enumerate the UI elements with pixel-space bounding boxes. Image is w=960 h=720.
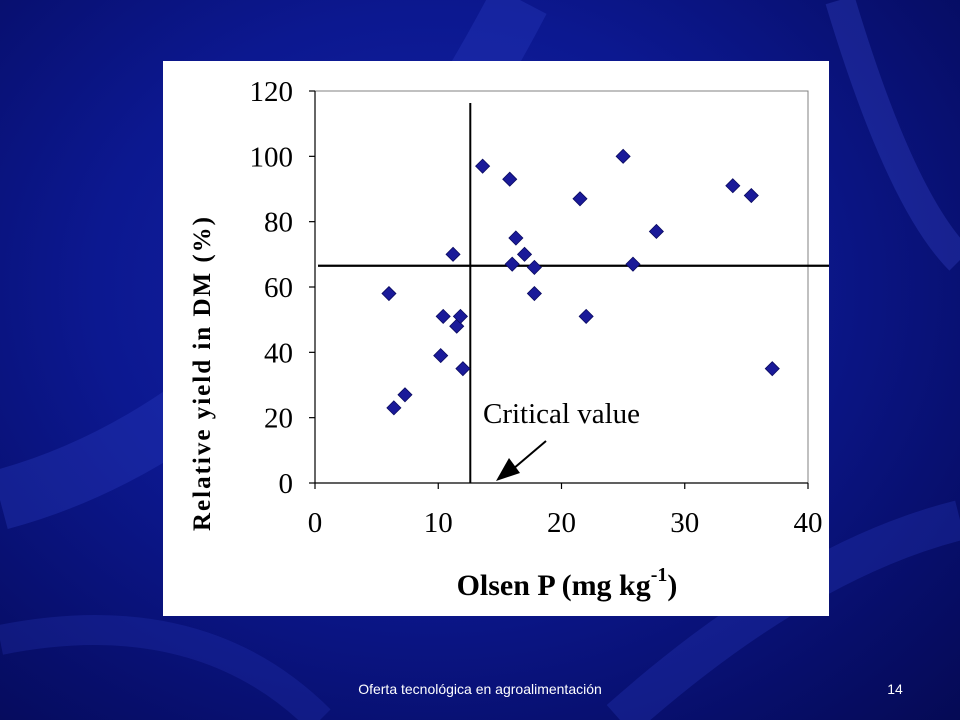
- y-axis-label: Relative yield in DM (%): [189, 215, 216, 531]
- y-tick-label: 80: [264, 207, 293, 239]
- annotation-arrow-line: [512, 440, 547, 470]
- x-tick-label: 20: [547, 507, 576, 539]
- data-point: [615, 148, 631, 164]
- data-point: [386, 400, 402, 416]
- footer-title: Oferta tecnológica en agroalimentación: [358, 681, 602, 697]
- data-point: [764, 361, 780, 377]
- data-point: [381, 285, 397, 302]
- x-axis-label-superscript: -1: [651, 564, 668, 586]
- critical-lines: [318, 103, 829, 483]
- data-point: [648, 223, 664, 240]
- y-tick-label: 0: [279, 468, 294, 500]
- data-point: [504, 256, 520, 272]
- data-point: [508, 230, 524, 246]
- data-point: [475, 158, 491, 174]
- data-point: [625, 256, 641, 272]
- annotation-label: Critical value: [483, 398, 640, 430]
- x-axis-label-end: ): [667, 569, 677, 602]
- data-point: [502, 171, 518, 187]
- data-point: [725, 178, 741, 194]
- x-tick-label: 0: [308, 507, 323, 539]
- y-tick-label: 40: [264, 337, 293, 369]
- x-tick-label: 10: [424, 507, 453, 539]
- data-point: [435, 308, 451, 324]
- axes: [309, 90, 809, 489]
- x-tick-label: 30: [670, 507, 699, 539]
- data-point: [445, 246, 461, 262]
- scatter-chart: 0 20 40 60 80 100 120 0 10 20 30 40 Relative yield …: [189, 76, 829, 602]
- data-point: [452, 308, 469, 324]
- data-point: [572, 191, 588, 207]
- chart-panel: 0 20 40 60 80 100 120 0 10 20 30 40 Relative yield …: [163, 61, 829, 616]
- data-point: [578, 308, 594, 324]
- tick-labels: 0 20 40 60 80 100 120 0 10 20 30 40: [250, 76, 823, 539]
- x-axis-label: Olsen P (mg kg-1): [457, 564, 678, 602]
- slide-number: 14: [887, 681, 903, 697]
- data-point: [455, 361, 471, 377]
- x-axis-label-main: Olsen P (mg kg: [457, 569, 651, 602]
- annotation-arrowhead: [496, 458, 520, 481]
- y-tick-label: 60: [264, 272, 293, 304]
- y-tick-label: 20: [264, 403, 293, 435]
- x-tick-label: 40: [794, 507, 823, 539]
- y-tick-label: 100: [250, 141, 294, 173]
- data-point: [433, 348, 449, 364]
- data-point: [743, 187, 759, 204]
- data-point: [516, 246, 533, 262]
- data-point: [397, 387, 413, 403]
- y-tick-label: 120: [250, 76, 294, 108]
- data-point: [526, 259, 542, 275]
- data-points: [381, 148, 780, 416]
- data-point: [526, 285, 542, 302]
